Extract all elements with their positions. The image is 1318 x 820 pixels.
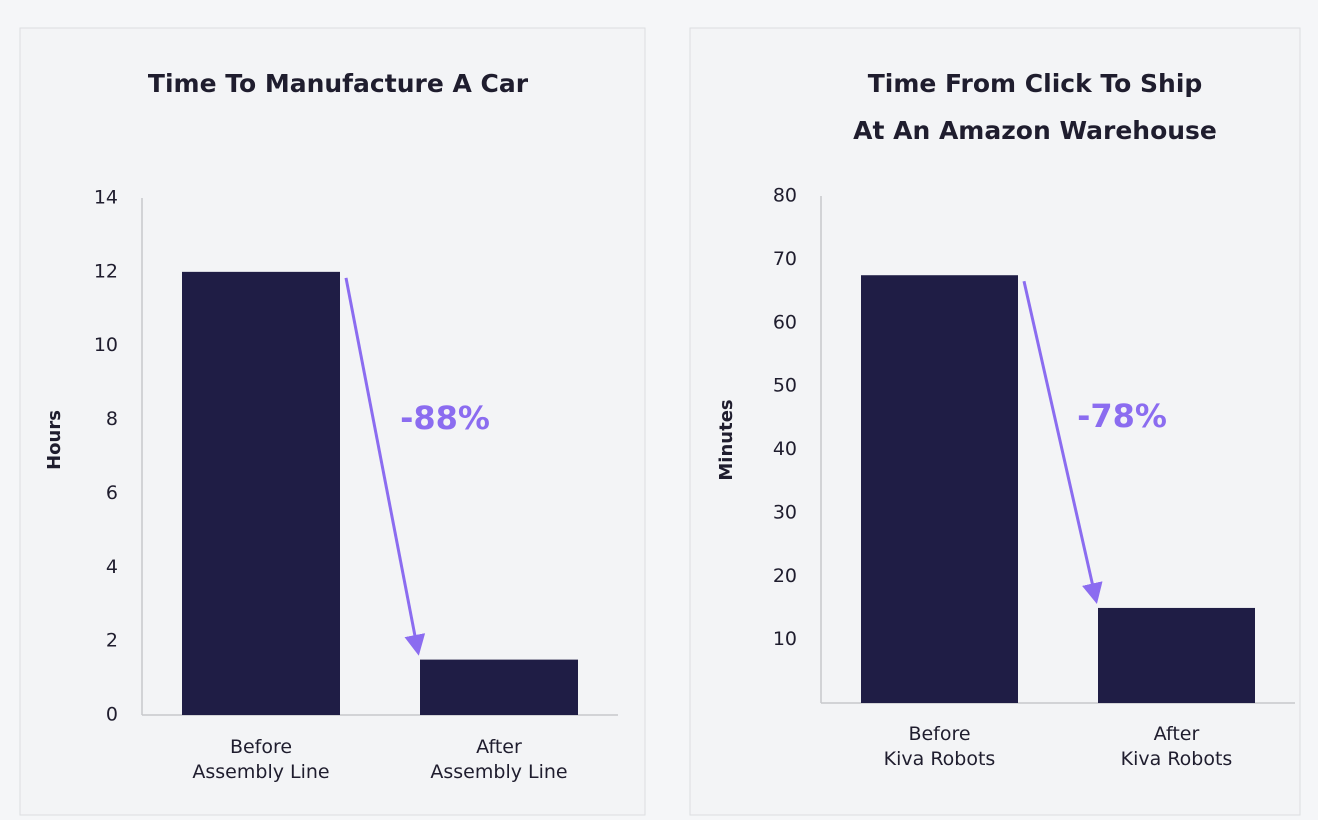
bar	[182, 271, 340, 715]
y-tick-label: 10	[94, 334, 118, 356]
x-tick-label: Before Assembly Line	[192, 736, 329, 783]
x-tick-label: After Kiva Robots	[1121, 723, 1233, 770]
y-tick-label: 40	[773, 438, 797, 460]
y-tick-label: 14	[94, 187, 118, 209]
chart-title: Time To Manufacture A Car	[148, 69, 529, 98]
y-tick-label: 12	[94, 260, 118, 282]
annotation: -88%	[400, 399, 490, 437]
y-tick-label: 30	[773, 501, 797, 523]
bar	[861, 275, 1018, 703]
y-tick-label: 0	[106, 704, 118, 726]
x-tick-label: Before Kiva Robots	[884, 723, 996, 770]
bar	[1098, 607, 1255, 703]
y-tick-label: 20	[773, 565, 797, 587]
y-tick-label: 2	[106, 630, 118, 652]
y-tick-label: 4	[106, 556, 118, 578]
y-tick-label: 50	[773, 375, 797, 397]
annotation: -78%	[1077, 397, 1167, 435]
y-tick-label: 70	[773, 248, 797, 270]
y-tick-label: 8	[106, 408, 118, 430]
y-axis-label: Minutes	[716, 399, 737, 480]
y-tick-label: 60	[773, 311, 797, 333]
bar	[420, 659, 578, 715]
y-tick-label: 80	[773, 185, 797, 207]
y-tick-label: 10	[773, 628, 797, 650]
change-arrow	[1022, 280, 1103, 605]
y-axis-label: Hours	[44, 410, 65, 470]
change-arrow	[344, 277, 426, 656]
x-tick-label: After Assembly Line	[430, 736, 567, 783]
y-tick-label: 6	[106, 482, 118, 504]
chart-title: Time From Click To Ship At An Amazon Ware…	[853, 69, 1217, 145]
